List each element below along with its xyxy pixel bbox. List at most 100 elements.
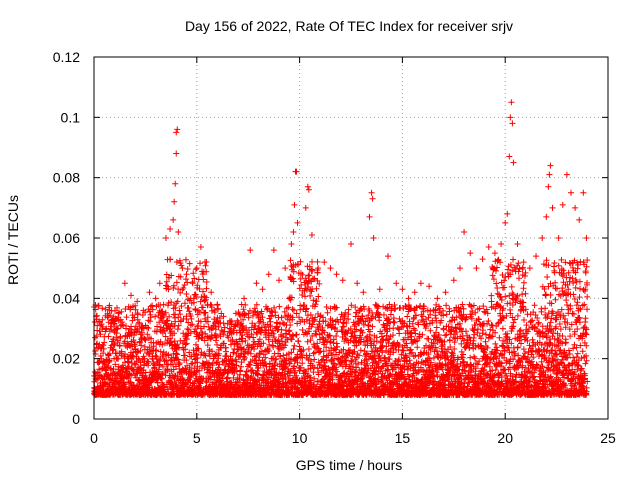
data-point: [111, 320, 118, 327]
data-point: [174, 298, 181, 305]
data-point: [458, 325, 465, 332]
data-point: [276, 303, 283, 310]
data-point: [106, 357, 113, 364]
data-point: [175, 314, 182, 321]
data-point: [194, 355, 201, 362]
data-point: [307, 311, 314, 318]
data-point: [450, 334, 457, 341]
data-point: [380, 321, 387, 328]
data-point: [489, 272, 496, 279]
data-point: [170, 366, 177, 373]
data-point: [156, 319, 163, 326]
data-point: [153, 347, 160, 354]
data-point: [207, 376, 214, 383]
data-point: [237, 367, 244, 374]
data-point: [134, 349, 141, 356]
data-point: [211, 309, 218, 316]
data-point: [157, 348, 164, 355]
data-point: [99, 323, 106, 330]
data-point: [166, 313, 173, 320]
data-point: [145, 325, 152, 332]
data-point: [408, 333, 415, 340]
data-point: [107, 312, 114, 319]
data-point: [157, 324, 164, 331]
data-point: [152, 347, 159, 354]
data-point: [187, 312, 194, 319]
data-point: [197, 318, 204, 325]
data-point: [147, 318, 154, 325]
data-point: [100, 350, 107, 357]
data-point: [98, 321, 105, 328]
data-point: [174, 341, 181, 348]
data-point: [149, 306, 156, 313]
data-point: [274, 320, 281, 327]
data-point: [357, 347, 364, 354]
data-point: [442, 332, 449, 339]
data-point: [191, 275, 198, 282]
data-point: [159, 371, 166, 378]
data-point: [195, 335, 202, 342]
data-point: [278, 314, 285, 321]
data-point: [204, 318, 211, 325]
data-point: [146, 344, 153, 351]
data-point: [459, 301, 466, 308]
data-point: [227, 341, 234, 348]
data-point: [262, 354, 269, 361]
data-point: [97, 331, 104, 338]
data-point: [152, 352, 159, 359]
data-point: [390, 315, 397, 322]
data-point: [192, 266, 199, 273]
data-point: [311, 356, 318, 363]
data-point: [154, 323, 161, 330]
data-point: [165, 352, 172, 359]
data-point: [200, 288, 206, 295]
data-point: [180, 284, 187, 291]
data-point: [174, 373, 181, 380]
data-point: [168, 272, 175, 279]
data-point: [107, 323, 114, 330]
data-point: [440, 326, 447, 333]
data-point: [431, 333, 438, 340]
data-point: [206, 361, 213, 368]
data-point: [488, 292, 495, 299]
data-point: [209, 348, 216, 355]
data-point: [163, 278, 170, 285]
data-point: [189, 321, 196, 328]
data-point: [115, 363, 122, 370]
data-point: [293, 331, 300, 338]
data-point: [93, 312, 100, 319]
data-point: [500, 343, 507, 350]
data-point: [131, 314, 138, 321]
data-point: [492, 340, 499, 347]
data-point: [214, 341, 221, 348]
data-points: [91, 99, 591, 398]
data-point: [163, 357, 170, 364]
data-point: [427, 327, 434, 334]
data-point: [163, 318, 170, 325]
data-point: [290, 307, 297, 314]
data-point: [136, 339, 143, 346]
data-point: [175, 286, 182, 293]
data-point: [189, 360, 196, 367]
data-point: [391, 319, 398, 326]
data-point: [204, 342, 211, 349]
data-point: [365, 322, 372, 329]
data-point: [268, 308, 275, 315]
data-point: [482, 338, 489, 345]
data-point: [134, 311, 141, 318]
data-point: [200, 276, 207, 283]
data-point: [213, 360, 220, 367]
data-point: [102, 326, 109, 333]
data-point: [183, 290, 190, 297]
data-point: [171, 330, 178, 337]
data-point: [105, 333, 112, 340]
data-point: [191, 365, 198, 372]
data-point: [164, 283, 171, 290]
data-point: [182, 256, 189, 263]
data-point: [147, 303, 154, 310]
data-point: [185, 304, 192, 311]
data-point: [425, 335, 432, 342]
data-point: [187, 322, 194, 329]
data-point: [197, 325, 204, 332]
data-point: [345, 306, 352, 313]
